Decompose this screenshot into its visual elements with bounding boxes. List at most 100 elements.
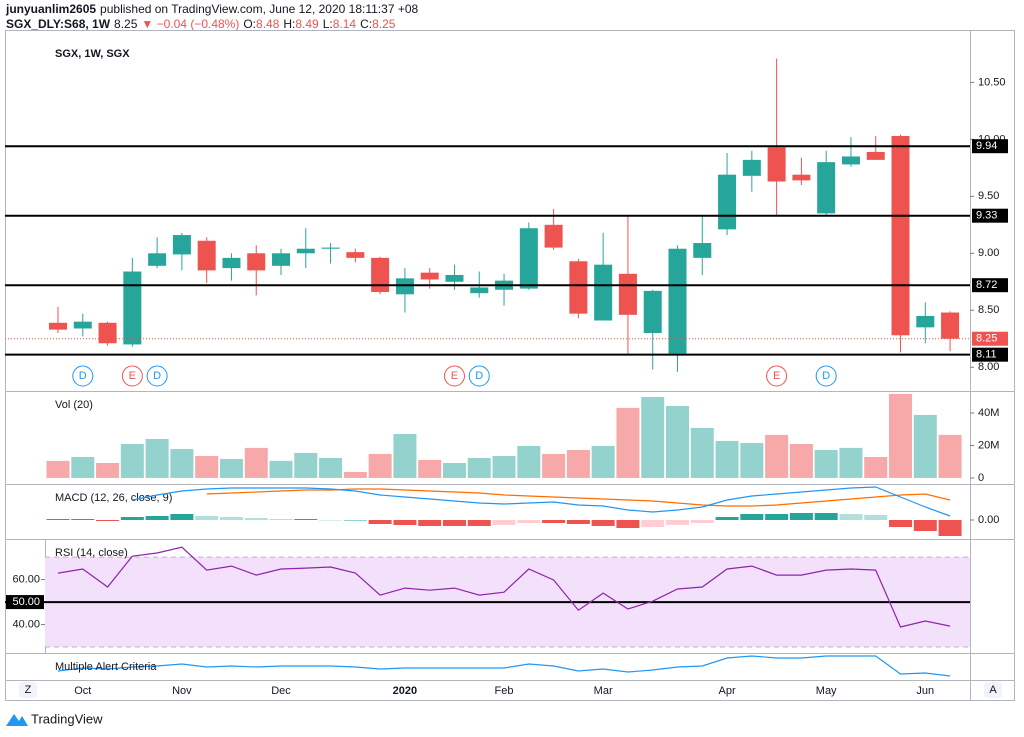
event-marker bbox=[815, 365, 837, 387]
candle-body bbox=[544, 224, 563, 248]
candle-body bbox=[718, 174, 737, 230]
volume-bar bbox=[368, 453, 392, 478]
candle-body bbox=[420, 272, 439, 280]
event-label: E bbox=[129, 370, 136, 382]
candle-body bbox=[371, 257, 390, 293]
candle-body bbox=[395, 278, 414, 295]
y-tick-label: 8.50 bbox=[978, 304, 999, 316]
plot: SGX, 1W, SGX8.008.509.009.5010.0010.509.… bbox=[5, 48, 1008, 697]
volume-bar bbox=[145, 438, 169, 478]
volume-bar bbox=[913, 414, 937, 478]
candle-body bbox=[767, 147, 786, 182]
ohlc-value: 8.25 bbox=[372, 17, 396, 31]
x-tick-label: Apr bbox=[718, 685, 735, 697]
ohlc-key: C: bbox=[360, 17, 372, 31]
macd-histogram-bar bbox=[244, 518, 268, 520]
volume-bar bbox=[839, 447, 863, 478]
candle-body bbox=[891, 135, 910, 336]
volume-bar bbox=[517, 445, 541, 478]
level-label-box bbox=[972, 347, 1008, 362]
candle-body bbox=[643, 290, 662, 334]
y-tick-label: 10.50 bbox=[978, 76, 1006, 88]
volume-bar bbox=[789, 444, 813, 478]
event-label: D bbox=[822, 370, 830, 382]
quote-line: SGX_DLY:S68, 1W 8.25 ▼ −0.04 (−0.48%) O:8.4… bbox=[6, 17, 396, 31]
macd-histogram-bar bbox=[170, 514, 194, 520]
y-tick-label: 0 bbox=[978, 472, 984, 484]
candle-body bbox=[123, 271, 142, 345]
auto-scale-label[interactable]: A bbox=[989, 684, 997, 696]
pane-title: RSI (14, close) bbox=[55, 547, 128, 559]
volume-bar bbox=[319, 457, 343, 478]
volume-bar bbox=[938, 434, 962, 478]
y-tick-label: 40M bbox=[978, 407, 999, 419]
last-price-box bbox=[972, 331, 1008, 346]
candle-body bbox=[148, 253, 167, 266]
volume-bar bbox=[864, 457, 888, 478]
candle-body bbox=[197, 240, 216, 271]
macd-histogram-bar bbox=[715, 517, 739, 520]
event-label: D bbox=[153, 370, 161, 382]
x-tick-label: Dec bbox=[271, 685, 291, 697]
event-marker bbox=[468, 365, 490, 387]
pane-title: SGX, 1W, SGX bbox=[55, 48, 130, 60]
level-label-box bbox=[972, 278, 1008, 293]
macd-histogram-bar bbox=[418, 520, 442, 526]
macd-histogram-bar bbox=[740, 514, 764, 520]
candle-body bbox=[941, 312, 960, 339]
macd-histogram-bar bbox=[46, 519, 70, 520]
indicator-line bbox=[57, 655, 951, 677]
volume-bar bbox=[442, 463, 466, 478]
macd-histogram-bar bbox=[71, 519, 95, 520]
macd-histogram-bar bbox=[368, 520, 392, 524]
volume-bar bbox=[666, 405, 689, 478]
level-label-box bbox=[972, 208, 1008, 223]
signal-line bbox=[206, 488, 951, 507]
event-marker bbox=[121, 365, 143, 387]
candle-body bbox=[346, 252, 365, 258]
volume-bar bbox=[96, 463, 120, 478]
x-tick-label: Feb bbox=[495, 685, 514, 697]
candle-body bbox=[866, 151, 885, 160]
candle-body bbox=[172, 235, 191, 255]
macd-histogram-bar bbox=[765, 514, 789, 520]
y-tick-label: 9.50 bbox=[978, 190, 999, 202]
pane-title: Multiple Alert Criteria bbox=[55, 661, 157, 673]
volume-bar bbox=[170, 449, 194, 478]
macd-histogram-bar bbox=[120, 517, 144, 520]
chart-frame bbox=[5, 30, 1015, 701]
pane-title: MACD (12, 26, close, 9) bbox=[55, 492, 172, 504]
candle-body bbox=[98, 322, 117, 344]
volume-bar bbox=[566, 450, 590, 478]
event-label: D bbox=[475, 370, 483, 382]
candle-body bbox=[272, 253, 291, 266]
y-tick-label: 40.00 bbox=[12, 618, 40, 630]
volume-bar bbox=[542, 453, 566, 478]
zoom-button[interactable] bbox=[19, 682, 37, 698]
candle-body bbox=[470, 287, 489, 294]
ohlc-value: 8.49 bbox=[295, 17, 319, 31]
candle-body bbox=[618, 273, 637, 315]
macd-histogram-bar bbox=[195, 516, 219, 520]
event-marker bbox=[146, 365, 168, 387]
last-price-label: 8.25 bbox=[976, 333, 997, 345]
author: junyuanlim2605 bbox=[5, 2, 96, 16]
ohlc-value: 8.14 bbox=[333, 17, 357, 31]
zoom-button-label[interactable]: Z bbox=[25, 684, 32, 696]
volume-bar bbox=[71, 457, 95, 478]
ohlc-key: L: bbox=[323, 17, 333, 31]
volume-bar bbox=[641, 397, 665, 478]
macd-histogram-bar bbox=[913, 520, 937, 531]
macd-histogram-bar bbox=[319, 520, 343, 521]
auto-scale-button[interactable] bbox=[984, 682, 1002, 698]
x-tick-label: Nov bbox=[172, 685, 192, 697]
brand-logo bbox=[6, 714, 28, 726]
candle-body bbox=[916, 315, 935, 328]
macd-histogram-bar bbox=[492, 520, 516, 525]
volume-bar bbox=[715, 440, 739, 478]
ohlc-value: 8.48 bbox=[256, 17, 280, 31]
macd-histogram-bar bbox=[641, 520, 665, 527]
ohlc-key: O: bbox=[243, 17, 256, 31]
volume-bar bbox=[814, 450, 838, 478]
